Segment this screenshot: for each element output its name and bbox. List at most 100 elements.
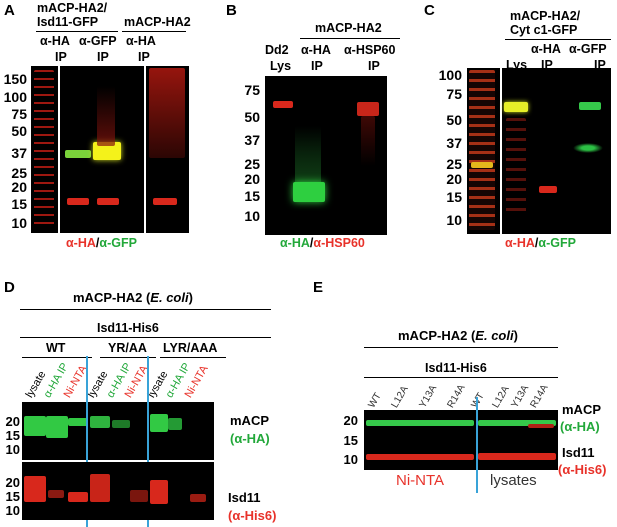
panel-e-lane-label: R14A — [445, 382, 468, 410]
panel-e-lane-label: WT — [469, 391, 487, 410]
panel-a-group1-line2: Isd11-GFP — [37, 15, 99, 29]
panel-e-side-bottom-1: Isd11 — [562, 445, 595, 460]
panel-d-side-bottom-2: (α-His6) — [228, 508, 277, 523]
panel-d-title: mACP-HA2 (E. coli) — [73, 290, 193, 305]
panel-c-band-green-60 — [579, 102, 601, 110]
panel-d-label: D — [4, 279, 15, 296]
panel-e-red-band — [478, 453, 556, 460]
panel-a-marker: 20 — [11, 179, 27, 195]
panel-e-lane-label: R14A — [528, 382, 551, 410]
panel-b-marker: 50 — [244, 109, 260, 125]
panel-c-marker: 20 — [446, 171, 462, 187]
panel-d-title-rule — [20, 309, 271, 310]
panel-d-marker-top: 20 — [5, 414, 20, 429]
panel-e-title: mACP-HA2 (E. coli) — [398, 328, 518, 343]
panel-e-green-band — [366, 420, 474, 426]
panel-c-marker: 15 — [446, 189, 462, 205]
panel-c-marker: 50 — [446, 112, 462, 128]
panel-e-title-rule — [364, 347, 558, 348]
panel-b-smear-red — [361, 116, 375, 166]
panel-a-lane-ip-3: IP — [138, 50, 150, 64]
panel-b-marker: 20 — [244, 171, 260, 187]
panel-e-marker: 15 — [343, 433, 358, 448]
panel-a-group2-rule — [122, 31, 186, 32]
panel-c-group-rule — [505, 39, 611, 40]
panel-c-marker: 10 — [446, 212, 462, 228]
panel-d-red-wt-lys — [24, 476, 46, 502]
panel-d-group-rule-wt — [22, 357, 92, 358]
panel-a-marker: 25 — [11, 165, 27, 181]
panel-a-lane-ip-1: IP — [55, 50, 67, 64]
panel-b-group-label: mACP-HA2 — [315, 21, 382, 35]
panel-e-lane-label: WT — [366, 391, 384, 410]
panel-b-group-rule — [300, 38, 400, 39]
panel-a-lane-divider — [144, 66, 146, 233]
panel-c-marker: 25 — [446, 156, 462, 172]
panel-b-lane-top-3: α-HSP60 — [344, 43, 396, 57]
panel-d-group-lyr: LYR/AAA — [163, 341, 218, 355]
panel-a-lane-ab-1: α-HA — [40, 34, 70, 48]
panel-b-marker: 10 — [244, 208, 260, 224]
panel-d-group-yr: YR/AA — [108, 341, 147, 355]
panel-b-band-red-60 — [357, 102, 379, 116]
panel-b-marker: 25 — [244, 156, 260, 172]
panel-e-side-top-2: (α-HA) — [560, 419, 600, 434]
panel-a-marker: 150 — [3, 71, 27, 87]
panel-d-green-lyr-lys — [150, 414, 168, 432]
panel-a-smear-red — [97, 86, 115, 146]
panel-e-subtitle-rule — [364, 377, 558, 378]
panel-a-marker: 10 — [11, 215, 27, 231]
panel-e-green-band — [478, 420, 556, 426]
panel-d-side-top-1: mACP — [230, 413, 270, 428]
panel-c-lane-bottom-2: IP — [541, 58, 553, 72]
panel-c-caption: α-HA/α-GFP — [505, 236, 576, 250]
panel-d-marker-top: 10 — [5, 442, 20, 457]
panel-c-blot — [467, 68, 611, 234]
panel-b-label: B — [226, 2, 237, 19]
panel-b-lane-top-2: α-HA — [301, 43, 331, 57]
panel-d-group-rule-yr — [100, 357, 156, 358]
panel-a-marker: 75 — [11, 106, 27, 122]
panel-e-marker: 20 — [343, 413, 358, 428]
panel-a-band-green-37 — [65, 150, 91, 158]
panel-c-marker: 37 — [446, 135, 462, 151]
panel-e-lane-label: Y13A — [417, 383, 440, 410]
panel-d-red-yr-lys — [90, 474, 110, 502]
panel-a-band-yellow-37 — [93, 142, 121, 160]
panel-c-lane-top-2: α-GFP — [569, 42, 607, 56]
panel-c-lys-smear — [506, 118, 526, 218]
panel-c-label: C — [424, 2, 435, 19]
panel-b-caption: α-HA/α-HSP60 — [280, 236, 365, 250]
panel-e-side-bottom-2: (α-His6) — [558, 462, 607, 477]
panel-a-caption: α-HA/α-GFP — [66, 236, 137, 250]
panel-c-band-yellow-60 — [504, 102, 528, 112]
panel-b-blot — [265, 76, 387, 235]
panel-d-marker-bottom: 15 — [5, 489, 20, 504]
panel-a-marker: 15 — [11, 196, 27, 212]
panel-d-green-yr-lys — [90, 416, 110, 428]
panel-b-lane-bottom-1: Lys — [270, 59, 292, 73]
panel-d-side-top-2: (α-HA) — [230, 431, 270, 446]
panel-a-smear-red-lane3 — [149, 68, 185, 158]
panel-e-lane-label: Y13A — [509, 383, 532, 410]
panel-e-blot — [364, 410, 558, 470]
panel-a-marker: 100 — [3, 89, 27, 105]
panel-a-marker: 37 — [11, 145, 27, 161]
panel-e-label: E — [313, 279, 324, 296]
panel-e-lane-label: L12A — [490, 384, 512, 410]
panel-d-green-wt-ni — [68, 418, 88, 426]
panel-a-band-red-15-2 — [97, 198, 119, 205]
panel-d-marker-bottom: 20 — [5, 475, 20, 490]
panel-e-lane-divider — [476, 397, 478, 493]
panel-d-side-bottom-1: Isd11 — [228, 490, 261, 505]
panel-c-band-red-15 — [539, 186, 557, 193]
panel-a-blot — [31, 66, 189, 233]
panel-d-marker-bottom: 10 — [5, 503, 20, 518]
panel-b-lane-bottom-2: IP — [311, 59, 323, 73]
panel-d-red-yr-ni — [130, 490, 148, 502]
panel-e-marker: 10 — [343, 452, 358, 467]
panel-d-green-lyr-ip — [168, 418, 182, 430]
panel-c-marker: 75 — [446, 86, 462, 102]
panel-d-group-rule-lyr — [160, 357, 226, 358]
panel-d-blot-bottom — [22, 462, 214, 520]
